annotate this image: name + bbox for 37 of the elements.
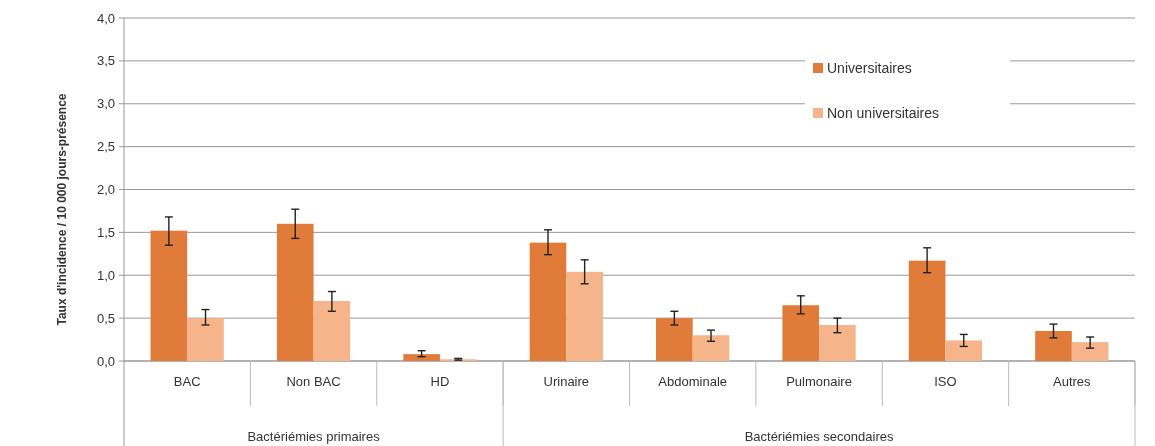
legend-label: Universitaires	[827, 59, 912, 76]
x-tick-label: Pulmonaire	[786, 374, 852, 389]
bar	[566, 271, 603, 361]
y-axis-title: Taux d'incidence / 10 000 jours-présence	[55, 93, 69, 326]
y-tick-label: 2,0	[96, 182, 115, 198]
bar	[1071, 342, 1109, 361]
bar	[692, 335, 730, 361]
bar	[945, 340, 983, 361]
bar	[529, 242, 567, 361]
y-tick-label: 0,5	[96, 310, 115, 326]
bar	[782, 305, 820, 361]
bar	[656, 318, 693, 361]
text: Bactériémies primaires	[247, 429, 381, 444]
y-tick-label: 2,5	[96, 139, 115, 155]
x-tick-label: Abdominale	[658, 374, 728, 389]
y-tick-label: 0,0	[96, 353, 115, 369]
bar	[819, 324, 856, 361]
bar	[187, 318, 224, 361]
x-tick-label: HD	[430, 374, 450, 389]
bar	[1035, 330, 1072, 361]
bar	[403, 354, 440, 361]
y-tick-label: 3,0	[96, 96, 115, 112]
y-tick-label: 1,5	[96, 224, 115, 240]
bar	[313, 300, 351, 361]
x-tick-label: Urinaire	[543, 374, 590, 389]
legend-label: Non universitaires	[827, 104, 940, 121]
x-tick-label: BAC	[173, 374, 201, 389]
y-tick-label: 1,0	[96, 267, 115, 283]
x-tick-label: ISO	[934, 374, 957, 389]
text: Bactériémies secondaires	[744, 429, 894, 444]
x-tick-label: Non BAC	[286, 374, 341, 389]
bar	[908, 260, 946, 361]
bar	[150, 230, 188, 361]
y-tick-label: 4,0	[96, 10, 115, 26]
y-tick-label: 3,5	[96, 53, 115, 69]
x-tick-label: Autres	[1053, 374, 1092, 389]
bar	[276, 223, 314, 361]
